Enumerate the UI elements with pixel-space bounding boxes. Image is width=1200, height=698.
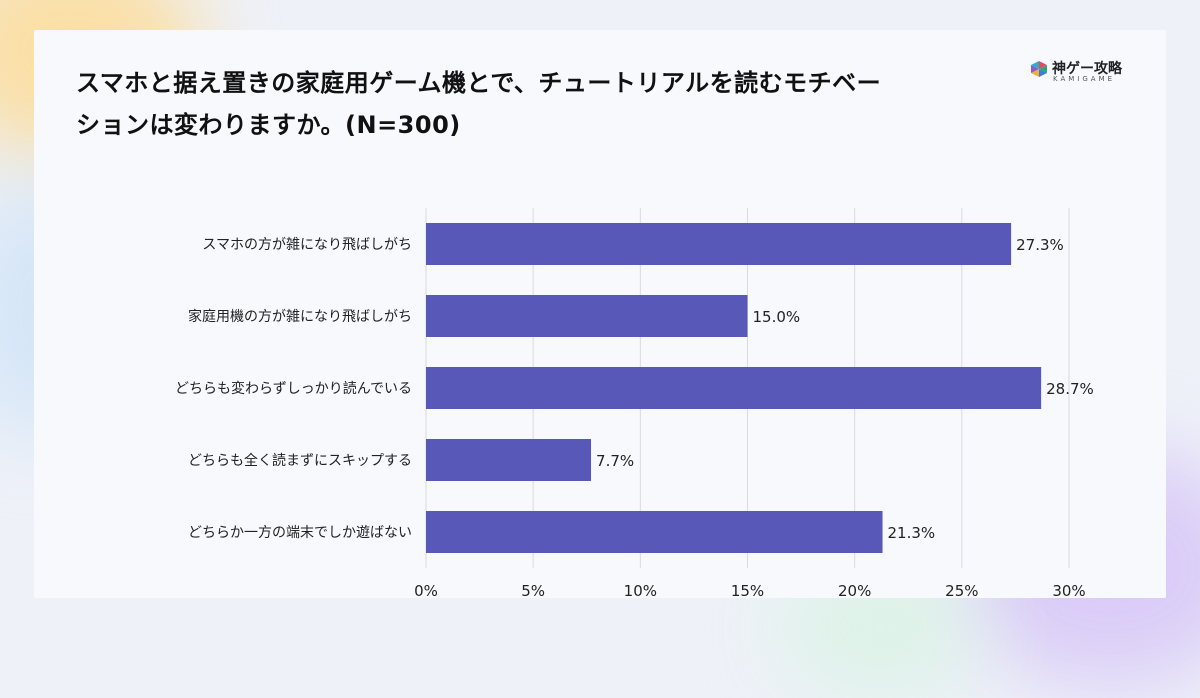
data-label: 7.7% (596, 452, 634, 470)
x-tick-label: 20% (838, 582, 871, 600)
x-tick-label: 30% (1052, 582, 1085, 600)
x-tick-label: 10% (624, 582, 657, 600)
category-label: どちらも変わらずしっかり読んでいる (175, 380, 412, 397)
bar (426, 367, 1042, 409)
x-tick-label: 5% (521, 582, 545, 600)
brand-logo-subtext: KAMIGAME (1053, 75, 1116, 83)
brand-logo-text: 神ゲー攻略 (1052, 61, 1122, 77)
bar (426, 223, 1012, 265)
category-label: どちらか一方の端末でしか遊ばない (188, 525, 412, 541)
chart-title-line-2: ションは変わりますか。(N=300) (76, 111, 461, 139)
data-label: 28.7% (1046, 380, 1094, 398)
x-tick-label: 0% (414, 582, 438, 600)
category-label: どちらも全く読まずにスキップする (188, 452, 412, 469)
bar (426, 511, 883, 553)
chart-title-line-1: スマホと据え置きの家庭用ゲーム機とで、チュートリアルを読むモチベー (76, 69, 882, 97)
category-label: 家庭用機の方が雑になり飛ばしがち (188, 308, 412, 325)
x-tick-label: 25% (945, 582, 978, 600)
brand-logo: 神ゲー攻略 KAMIGAME (1030, 58, 1140, 86)
brand-logo-icon (1031, 61, 1047, 77)
bar (426, 439, 592, 481)
data-label: 27.3% (1016, 236, 1064, 254)
data-label: 15.0% (753, 308, 801, 326)
x-tick-label: 15% (731, 582, 764, 600)
bar-chart: 0% 5% 10% 15% 20% 25% 30% スマホの方が雑になり飛ばしがち 27.3% 家… (175, 208, 1094, 600)
data-label: 21.3% (888, 524, 936, 542)
bar (426, 295, 748, 337)
category-label: スマホの方が雑になり飛ばしがち (202, 237, 412, 253)
chart-title: スマホと据え置きの家庭用ゲーム機とで、チュートリアルを読むモチベー ションは変わ… (76, 62, 1066, 146)
